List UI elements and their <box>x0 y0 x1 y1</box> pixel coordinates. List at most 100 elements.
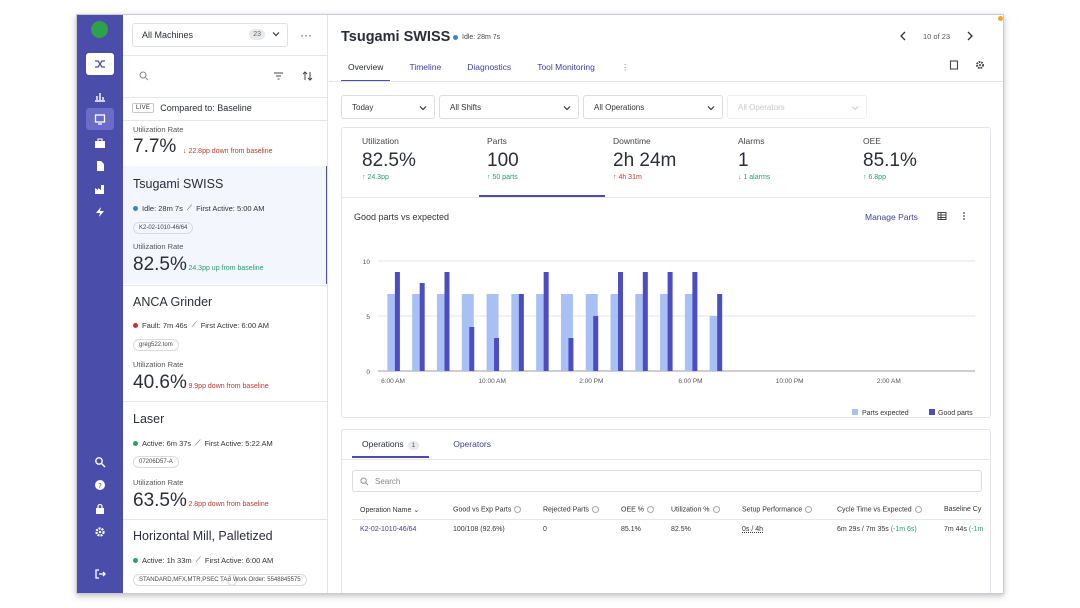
kpi-label: OEE <box>863 136 881 146</box>
kpi-alarms[interactable]: Alarms 1 ↓ 1 alarms <box>738 136 848 181</box>
status-dot <box>133 440 138 446</box>
col-utilization[interactable]: Utilization % <box>671 506 720 513</box>
lightning-icon[interactable] <box>86 201 114 223</box>
machine-group-select[interactable]: All Machines 23 <box>132 23 288 47</box>
help-icon[interactable]: ? <box>86 474 114 496</box>
col-label: Good vs Exp Parts <box>453 506 512 514</box>
cell-good-vs-exp: 100/108 (92.6%) <box>453 526 505 533</box>
kebab-menu-icon[interactable] <box>961 211 967 221</box>
kpi-parts[interactable]: Parts 100 ↑ 50 parts <box>487 136 597 181</box>
more-options-button[interactable]: ··· <box>300 28 312 42</box>
compare-row[interactable]: LIVE Compared to: Baseline <box>132 103 252 113</box>
chart-icon[interactable] <box>86 85 114 107</box>
col-baseline[interactable]: Baseline Cy <box>944 506 982 513</box>
first-active-icon: ⟋ <box>195 555 201 564</box>
operations-search-input[interactable]: Search <box>352 470 982 492</box>
tablet-icon[interactable] <box>949 60 959 70</box>
info-icon <box>591 506 599 513</box>
shift-filter[interactable]: All Shifts <box>439 95 579 119</box>
legend-swatch-good <box>929 409 935 415</box>
bar-good <box>642 272 648 371</box>
tab-diagnostics[interactable]: Diagnostics <box>467 62 512 72</box>
machines-icon[interactable] <box>86 108 114 130</box>
chevron-left-icon[interactable] <box>899 31 907 41</box>
info-icon <box>514 506 522 513</box>
col-good-vs-exp[interactable]: Good vs Exp Parts <box>453 506 522 514</box>
tabs-more-icon[interactable]: ⋮ <box>620 62 630 72</box>
col-operation-name[interactable]: Operation Name ⌄ <box>360 506 419 514</box>
machine-card-laser[interactable]: Laser Active: 6m 37s ⟋ First Active: 5:2… <box>123 401 327 519</box>
divider <box>123 97 327 98</box>
machine-tag: greg522.tom <box>133 339 179 351</box>
x-tick-label: 10:00 PM <box>776 378 804 385</box>
col-rejected[interactable]: Rejected Parts <box>543 506 599 513</box>
col-label: Rejected Parts <box>543 506 589 514</box>
document-icon[interactable] <box>86 155 114 177</box>
filter-icon[interactable] <box>273 71 284 81</box>
shift-filter-value: All Shifts <box>450 103 482 112</box>
gear-icon[interactable] <box>86 521 114 543</box>
manage-parts-link[interactable]: Manage Parts <box>865 212 918 222</box>
tab-overview[interactable]: Overview <box>341 56 391 82</box>
col-cycle-time[interactable]: Cycle Time vs Expected <box>837 506 922 513</box>
machine-name: Horizontal Mill, Palletized <box>133 529 273 543</box>
col-label: OEE % <box>621 506 644 514</box>
chevron-right-icon[interactable] <box>966 31 974 41</box>
divider <box>123 401 327 402</box>
sort-icon[interactable] <box>302 71 313 81</box>
util-value: 63.5% <box>133 490 187 511</box>
col-setup[interactable]: Setup Performance <box>742 506 813 513</box>
machine-search-input[interactable] <box>132 65 320 89</box>
factory-icon[interactable] <box>86 178 114 200</box>
tab-operators[interactable]: Operators <box>453 439 492 449</box>
kpi-oee[interactable]: OEE 85.1% ↑ 6.8pp <box>863 136 973 181</box>
logo-icon[interactable] <box>91 21 108 38</box>
divider <box>123 285 327 286</box>
chevron-down-icon <box>272 32 280 37</box>
machine-card-tsugami[interactable]: Tsugami SWISS Idle: 28m 7s ⟋ First Activ… <box>123 166 327 284</box>
notification-dot <box>998 16 1003 21</box>
first-active-text: First Active: 6:00 AM <box>200 320 270 330</box>
x-tick-label: 6:00 PM <box>678 378 702 385</box>
tab-tool-monitoring[interactable]: Tool Monitoring <box>537 62 595 72</box>
cell-setup[interactable]: 0s / 4h <box>742 526 764 533</box>
operations-tabs: Operations 1 Operators <box>352 430 515 458</box>
machine-card-anca[interactable]: ANCA Grinder Fault: 7m 46s ⟋ First Activ… <box>123 285 327 402</box>
tab-timeline[interactable]: Timeline <box>409 62 442 72</box>
kpi-card: Utilization 82.5% ↑ 24.3pp Parts 100 ↑ 5… <box>341 127 991 418</box>
kpi-label: Parts <box>487 136 507 146</box>
operator-filter: All Operators <box>727 95 867 119</box>
legend-swatch-expected <box>852 409 858 415</box>
status-text: Active: 1h 33m <box>142 555 192 565</box>
bar-good <box>394 272 400 371</box>
tab-bar: Overview Timeline Diagnostics Tool Monit… <box>341 56 648 82</box>
operation-name-link[interactable]: K2-02-1010-46/64 <box>360 526 417 533</box>
search-icon[interactable] <box>86 451 114 473</box>
kpi-value: 82.5% <box>362 150 416 171</box>
kpi-active-indicator <box>479 195 605 197</box>
search-placeholder: Search <box>375 477 401 486</box>
date-filter[interactable]: Today <box>341 95 435 119</box>
divider <box>123 120 327 121</box>
briefcase-icon[interactable] <box>86 132 114 154</box>
info-icon <box>805 506 813 513</box>
kpi-utilization[interactable]: Utilization 82.5% ↑ 24.3pp <box>362 136 472 181</box>
app-window: ? All Machines 23 ··· LIVE Compared to: … <box>76 14 1004 594</box>
tab-operations[interactable]: Operations 1 <box>352 430 430 458</box>
kpi-label: Alarms <box>738 136 765 146</box>
util-label: Utilization Rate <box>133 360 184 369</box>
divider <box>123 519 327 520</box>
settings-icon[interactable] <box>975 60 985 70</box>
logout-icon[interactable] <box>86 563 114 585</box>
kpi-downtime[interactable]: Downtime 2h 24m ↑ 4h 31m <box>613 136 723 181</box>
col-oee[interactable]: OEE % <box>621 506 654 513</box>
page-title: Tsugami SWISS <box>341 29 451 45</box>
table-icon[interactable] <box>937 211 947 221</box>
y-tick-label: 10 <box>363 259 371 266</box>
lock-icon[interactable] <box>86 498 114 520</box>
cell-cycle-time: 6m 29s / 7m 35s (-1m 6s) <box>837 526 917 533</box>
operation-filter[interactable]: All Operations <box>583 95 723 119</box>
machine-group-label: All Machines <box>142 30 194 40</box>
machine-card-horizontal-mill[interactable]: Horizontal Mill, Palletized Active: 1h 3… <box>123 519 327 593</box>
shuffle-icon[interactable] <box>86 53 114 75</box>
